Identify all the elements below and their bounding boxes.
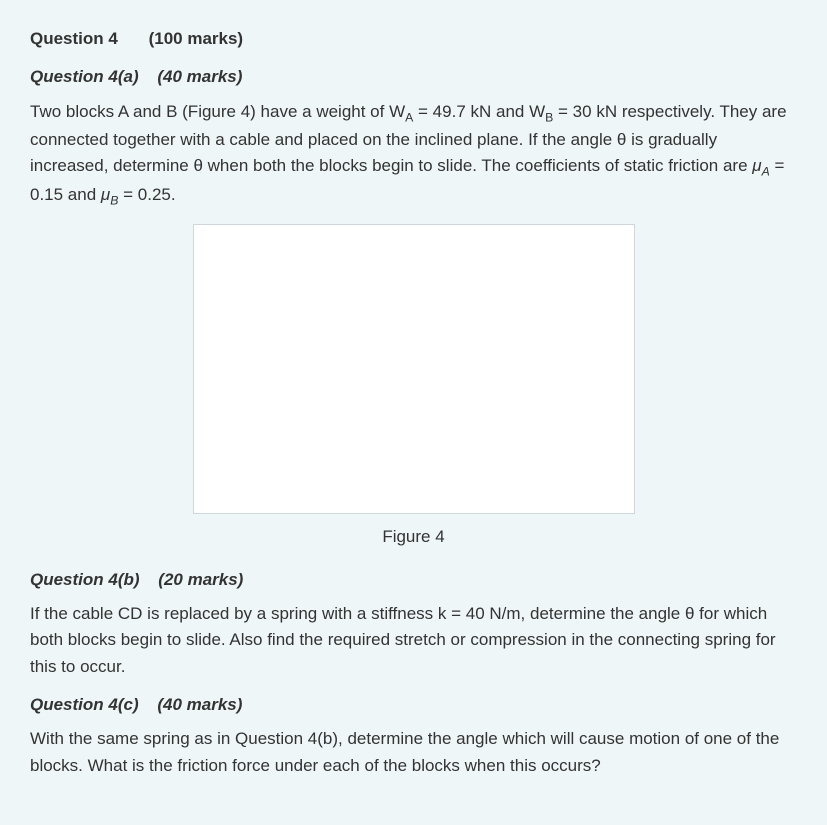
total-marks: (100 marks) bbox=[149, 29, 244, 48]
part-a-label: Question 4(a) bbox=[30, 67, 139, 86]
mu-symbol: μ bbox=[752, 156, 761, 175]
figure-svg bbox=[194, 225, 634, 505]
text-fragment: = 49.7 kN and W bbox=[413, 102, 545, 121]
part-b-label: Question 4(b) bbox=[30, 570, 140, 589]
text-fragment: = 0.25. bbox=[118, 185, 175, 204]
question-header: Question 4 (100 marks) bbox=[30, 26, 797, 52]
part-c-label: Question 4(c) bbox=[30, 695, 139, 714]
figure-4 bbox=[193, 224, 635, 514]
part-b-header: Question 4(b) (20 marks) bbox=[30, 567, 797, 593]
figure-wrapper bbox=[30, 224, 797, 514]
part-a-text: Two blocks A and B (Figure 4) have a wei… bbox=[30, 99, 797, 210]
question-number: Question 4 bbox=[30, 26, 118, 52]
figure-caption: Figure 4 bbox=[30, 524, 797, 550]
part-c-text: With the same spring as in Question 4(b)… bbox=[30, 726, 797, 779]
part-a-marks: (40 marks) bbox=[157, 67, 242, 86]
text-fragment: Two blocks A and B (Figure 4) have a wei… bbox=[30, 102, 405, 121]
question-page: Question 4 (100 marks) Question 4(a) (40… bbox=[0, 0, 827, 823]
sub-a: A bbox=[762, 165, 770, 179]
part-b-text: If the cable CD is replaced by a spring … bbox=[30, 601, 797, 680]
part-c-marks: (40 marks) bbox=[157, 695, 242, 714]
part-c-header: Question 4(c) (40 marks) bbox=[30, 692, 797, 718]
mu-symbol: μ bbox=[101, 185, 110, 204]
part-b-marks: (20 marks) bbox=[158, 570, 243, 589]
part-a-header: Question 4(a) (40 marks) bbox=[30, 64, 797, 90]
